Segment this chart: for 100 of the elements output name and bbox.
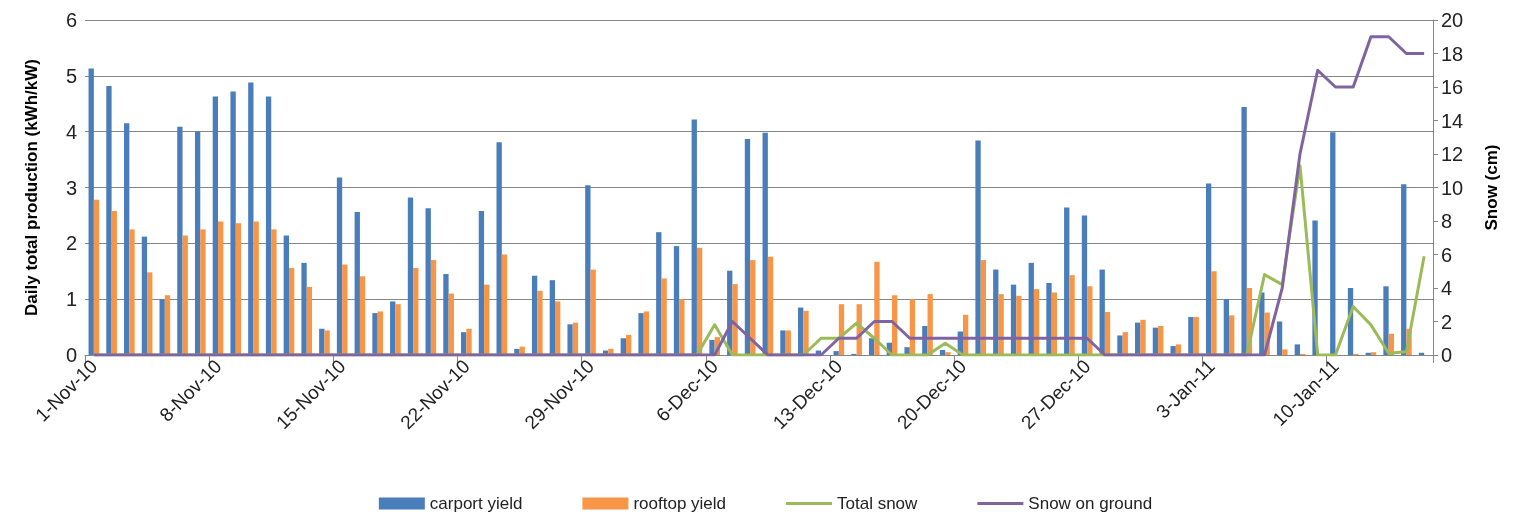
legend-label: Snow on ground xyxy=(1028,494,1153,513)
bar xyxy=(395,304,401,355)
y-tick-label: 4 xyxy=(65,120,77,143)
bar xyxy=(780,330,786,355)
bar xyxy=(1205,183,1212,355)
bar xyxy=(762,132,768,355)
bar xyxy=(1229,315,1235,355)
bar xyxy=(555,301,561,355)
bar xyxy=(93,199,100,355)
y-tick-label: 2 xyxy=(65,232,77,255)
bar xyxy=(673,246,680,355)
bar xyxy=(1294,344,1300,355)
bar xyxy=(377,311,383,355)
line-series xyxy=(92,35,1426,357)
bar xyxy=(200,229,206,355)
bar xyxy=(1370,352,1377,355)
bar xyxy=(744,138,751,355)
bar xyxy=(288,267,295,355)
bar xyxy=(265,96,272,355)
bar xyxy=(1158,325,1164,355)
bar xyxy=(230,91,236,355)
bar xyxy=(253,221,259,355)
bar xyxy=(212,96,219,355)
bar xyxy=(390,301,396,355)
bar xyxy=(177,126,183,355)
bar xyxy=(1046,282,1052,355)
y2-tick-label: 0 xyxy=(1441,344,1453,366)
y2-tick-label: 16 xyxy=(1441,76,1464,98)
y2-tick-label: 20 xyxy=(1441,9,1464,31)
bar xyxy=(159,299,165,355)
bar xyxy=(567,324,573,355)
bar xyxy=(478,210,485,355)
bar xyxy=(413,267,419,355)
bar xyxy=(549,280,556,355)
bar xyxy=(975,140,981,355)
y2-tick-label: 4 xyxy=(1441,277,1453,299)
bar xyxy=(354,212,360,355)
bar xyxy=(868,338,875,355)
y2-tick-label: 6 xyxy=(1441,243,1453,266)
legend-label: rooftop yield xyxy=(633,494,727,513)
bar xyxy=(164,295,171,355)
bar xyxy=(271,229,277,355)
bar xyxy=(874,261,880,355)
bar xyxy=(585,185,591,355)
bar xyxy=(732,284,738,355)
bar xyxy=(430,260,437,355)
bar xyxy=(1276,321,1283,355)
bar xyxy=(501,254,508,355)
bar xyxy=(111,210,117,355)
bar xyxy=(656,232,662,355)
bar xyxy=(443,274,449,355)
bar xyxy=(88,68,94,355)
bar xyxy=(767,256,774,355)
bar xyxy=(537,290,543,355)
bar xyxy=(342,264,348,355)
bar xyxy=(301,262,307,355)
bar xyxy=(461,332,467,355)
bar xyxy=(484,284,490,355)
bar xyxy=(372,313,378,355)
y2-tick-label: 10 xyxy=(1441,176,1464,199)
bar xyxy=(194,131,201,355)
y-tick-label: 1 xyxy=(65,288,77,311)
bar xyxy=(620,338,626,355)
bar xyxy=(1401,184,1407,355)
legend-label: carport yield xyxy=(429,494,523,513)
bar xyxy=(106,85,112,355)
bar xyxy=(466,328,472,355)
bar xyxy=(833,351,839,355)
bar xyxy=(531,275,538,355)
bar xyxy=(425,208,431,355)
bar xyxy=(785,330,791,355)
bar xyxy=(1211,271,1217,355)
y-tick-label: 6 xyxy=(65,9,77,31)
bar xyxy=(124,123,130,355)
bar xyxy=(679,299,685,355)
bar xyxy=(572,322,579,355)
bar xyxy=(803,310,809,355)
bar xyxy=(141,236,148,355)
bar xyxy=(1383,286,1389,355)
bar xyxy=(1122,332,1128,355)
bar xyxy=(407,197,414,355)
bar xyxy=(709,339,715,355)
bar xyxy=(1282,349,1288,355)
bar xyxy=(147,272,153,355)
bar xyxy=(1081,215,1088,355)
bar xyxy=(1188,317,1194,355)
y-axis-title: Daily total production (kWh/kW) xyxy=(22,59,41,316)
bar xyxy=(496,142,502,355)
bar xyxy=(283,235,289,355)
bar xyxy=(798,307,804,355)
bar xyxy=(939,349,946,355)
y-tick-label: 3 xyxy=(65,176,77,199)
bar xyxy=(306,286,313,355)
bar xyxy=(643,311,650,355)
bar xyxy=(129,229,135,355)
y-tick-label: 5 xyxy=(65,64,77,87)
y-tick-label: 0 xyxy=(65,344,77,366)
bar xyxy=(945,352,951,355)
bar xyxy=(1140,319,1146,355)
bar xyxy=(218,221,224,355)
